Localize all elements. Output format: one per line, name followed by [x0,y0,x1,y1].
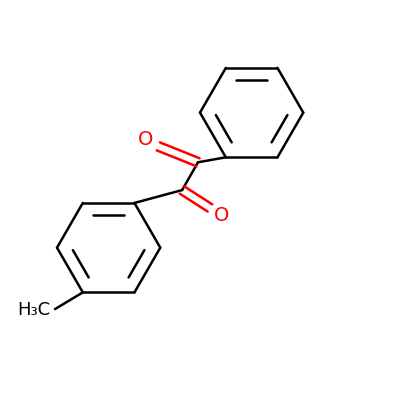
Text: O: O [214,206,230,225]
Text: O: O [138,130,153,149]
Text: H₃C: H₃C [17,301,50,319]
